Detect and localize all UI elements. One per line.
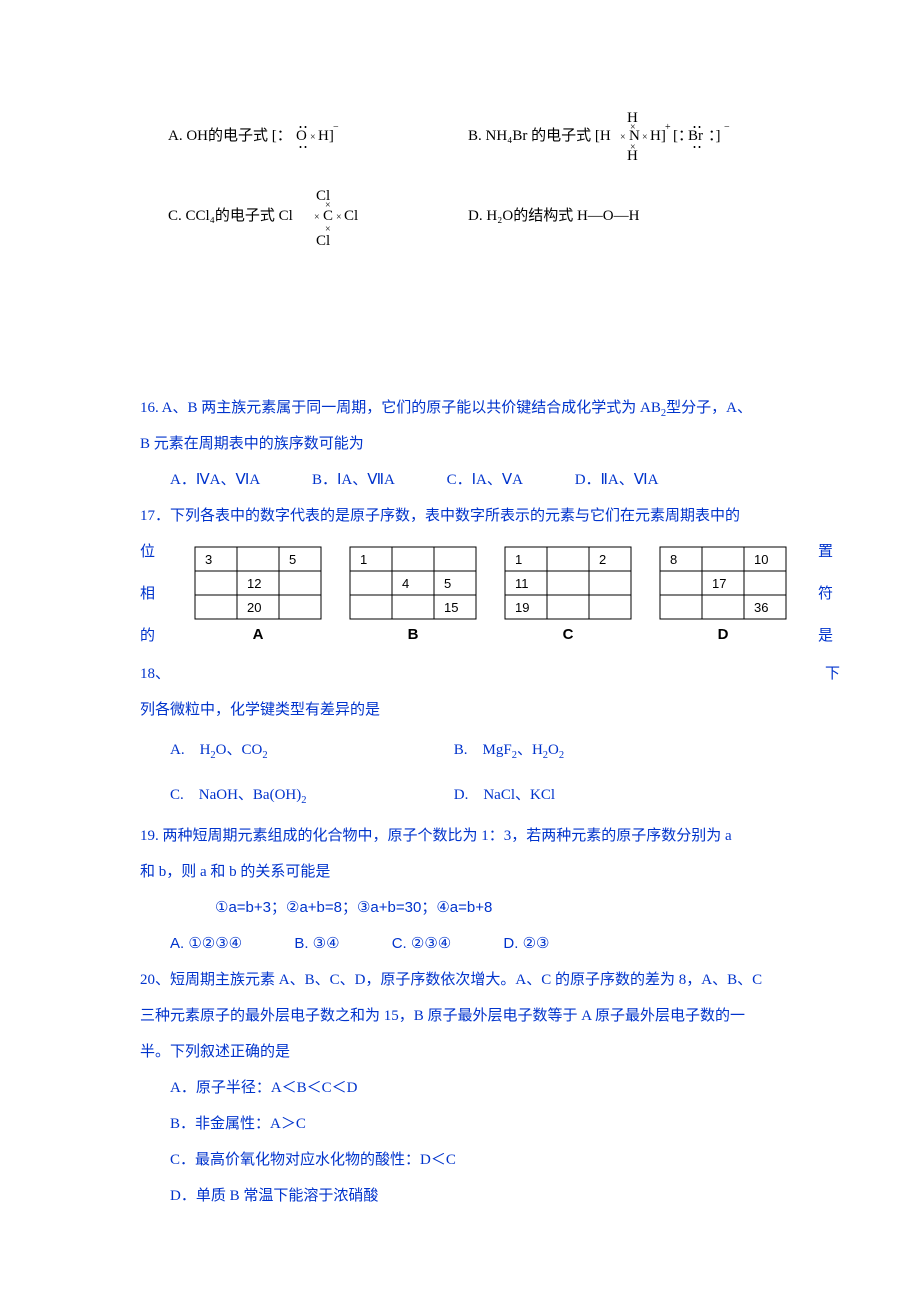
svg-text:D: D bbox=[718, 626, 729, 643]
svg-text:H]: H] bbox=[318, 128, 334, 144]
q16-opt-c: C．ⅠA、ⅤA bbox=[447, 462, 523, 498]
q18-opt-b: B. MgF2、H2O2 bbox=[454, 728, 734, 773]
svg-text:A. OH的电子式 [：: A. OH的电子式 [： bbox=[168, 127, 292, 144]
svg-text:12: 12 bbox=[247, 576, 261, 591]
q18-num: 18、 bbox=[140, 656, 170, 692]
q18-opt-c: C. NaOH、Ba(OH)2 bbox=[170, 773, 450, 818]
svg-text:Cl: Cl bbox=[316, 233, 330, 249]
svg-text:5: 5 bbox=[444, 576, 451, 591]
q17-left-2: 的 bbox=[140, 624, 162, 648]
svg-text:D. H₂O的结构式 H—O—H: D. H₂O的结构式 H—O—H bbox=[468, 207, 640, 224]
q18-opt-d: D. NaCl、KCl bbox=[454, 773, 734, 818]
q16-text-2: B 元素在周期表中的族序数可能为 bbox=[140, 426, 840, 462]
periodic-tables-figure: .pt{font-family:Arial,sans-serif;font-si… bbox=[185, 542, 795, 652]
svg-text:1: 1 bbox=[515, 552, 522, 567]
svg-text:15: 15 bbox=[444, 600, 458, 615]
q20-opt-c: C．最高价氧化物对应水化物的酸性：D＜C bbox=[170, 1142, 840, 1178]
svg-text:C: C bbox=[563, 626, 574, 643]
svg-text:：]: ：] bbox=[708, 128, 721, 144]
q19-text-a: 19. 两种短周期元素组成的化合物中，原子个数比为 1：3，若两种元素的原子序数… bbox=[140, 818, 840, 854]
svg-text:2: 2 bbox=[599, 552, 606, 567]
q16-text-1: 16. A、B 两主族元素属于同一周期，它们的原子能以共价键结合成化学式为 AB… bbox=[140, 390, 840, 426]
q16-opt-a: A．ⅣA、ⅥA bbox=[170, 462, 260, 498]
svg-text:H: H bbox=[627, 148, 638, 164]
q20-opt-b: B．非金属性：A＞C bbox=[170, 1106, 840, 1142]
svg-text:×: × bbox=[630, 122, 636, 133]
svg-text:C. CCl₄的电子式 Cl: C. CCl₄的电子式 Cl bbox=[168, 207, 293, 224]
q19-opt-a: A. ①②③④ bbox=[170, 926, 242, 962]
svg-text:11: 11 bbox=[515, 576, 529, 591]
q17-right-2: 是 bbox=[818, 624, 840, 648]
q19-opt-c: C. ②③④ bbox=[392, 926, 452, 962]
q20-l3: 半。下列叙述正确的是 bbox=[140, 1034, 840, 1070]
q17-text: 17．下列各表中的数字代表的是原子序数，表中数字所表示的元素与它们在元素周期表中… bbox=[140, 498, 840, 534]
q20-opt-a: A．原子半径：A＜B＜C＜D bbox=[170, 1070, 840, 1106]
svg-text:3: 3 bbox=[205, 552, 212, 567]
svg-text:×: × bbox=[314, 212, 320, 223]
svg-text:5: 5 bbox=[289, 552, 296, 567]
q17-right-0: 置 bbox=[818, 540, 840, 564]
svg-text:×: × bbox=[325, 200, 331, 211]
q16-opt-b: B．ⅠA、ⅦA bbox=[312, 462, 395, 498]
svg-text:×: × bbox=[310, 132, 316, 143]
q16-opt-d: D．ⅡA、ⅥA bbox=[575, 462, 659, 498]
svg-text:8: 8 bbox=[670, 552, 677, 567]
svg-text:+: + bbox=[665, 122, 671, 133]
svg-text:‥: ‥ bbox=[298, 136, 308, 152]
svg-text:20: 20 bbox=[247, 600, 261, 615]
q20-l1: 20、短周期主族元素 A、B、C、D，原子序数依次增大。A、C 的原子序数的差为… bbox=[140, 962, 840, 998]
svg-text:H]: H] bbox=[650, 128, 666, 144]
svg-text:36: 36 bbox=[754, 600, 768, 615]
svg-text:17: 17 bbox=[712, 576, 726, 591]
svg-text:−: − bbox=[333, 122, 339, 133]
svg-text:4: 4 bbox=[402, 576, 409, 591]
svg-text:1: 1 bbox=[360, 552, 367, 567]
q18-tail: 下 bbox=[825, 656, 840, 692]
svg-text:‥: ‥ bbox=[692, 136, 702, 152]
lewis-structures-figure: .t{font-family:"SimSun",serif;font-size:… bbox=[168, 100, 808, 280]
q20-opt-d: D．单质 B 常温下能溶于浓硝酸 bbox=[170, 1178, 840, 1214]
q18-opt-a: A. H2O、CO2 bbox=[170, 728, 450, 773]
q19-opt-d: D. ②③ bbox=[503, 926, 549, 962]
svg-text:10: 10 bbox=[754, 552, 768, 567]
svg-text:Cl: Cl bbox=[344, 208, 358, 224]
q17-left-0: 位 bbox=[140, 540, 162, 564]
q18-text-2: 列各微粒中，化学键类型有差异的是 bbox=[140, 692, 840, 728]
svg-text:×: × bbox=[642, 132, 648, 143]
svg-text:B. NH₄Br 的电子式 [H: B. NH₄Br 的电子式 [H bbox=[468, 127, 611, 144]
q19-text-b: 和 b，则 a 和 b 的关系可能是 bbox=[140, 854, 840, 890]
svg-text:A: A bbox=[253, 626, 264, 643]
svg-text:19: 19 bbox=[515, 600, 529, 615]
q19-conds: ①a=b+3；②a+b=8；③a+b=30；④a=b+8 bbox=[140, 890, 840, 926]
q19-opt-b: B. ③④ bbox=[294, 926, 339, 962]
q17-left-1: 相 bbox=[140, 582, 162, 606]
svg-text:B: B bbox=[408, 626, 419, 643]
q17-right-1: 符 bbox=[818, 582, 840, 606]
svg-text:−: − bbox=[724, 122, 730, 133]
q20-l2: 三种元素原子的最外层电子数之和为 15，B 原子最外层电子数等于 A 原子最外层… bbox=[140, 998, 840, 1034]
svg-text:×: × bbox=[620, 132, 626, 143]
svg-text:×: × bbox=[336, 212, 342, 223]
